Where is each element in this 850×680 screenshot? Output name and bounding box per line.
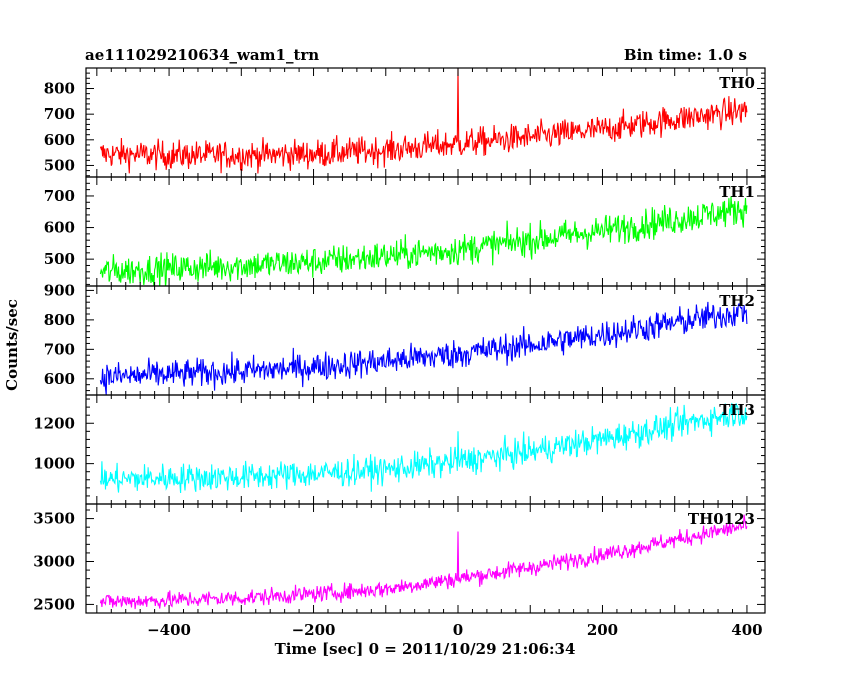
y-tick-label: 2500 (33, 595, 75, 613)
series-line-th0 (99, 68, 748, 174)
panel-th1: TH1 500 600 700 (44, 176, 766, 287)
x-axis-label: Time [sec] 0 = 2011/10/29 21:06:34 (275, 640, 576, 658)
y-tick-label: 1000 (33, 455, 75, 473)
x-tick-label: 0 (453, 621, 463, 639)
panel-label: TH0123 (688, 510, 755, 528)
series-line-th0123 (99, 514, 748, 610)
y-tick-label: 600 (44, 131, 75, 149)
panel-frame (85, 285, 766, 396)
y-tick-label: 3000 (33, 553, 75, 571)
y-tick-label: 700 (44, 105, 75, 123)
x-axis-ticks: −400 −200 0 200 400 (147, 621, 762, 639)
y-tick-label: 3500 (33, 510, 75, 528)
panel-th0: TH0 500 600 700 800 (44, 67, 766, 178)
y-tick-label: 600 (44, 219, 75, 237)
panel-label: TH1 (719, 183, 755, 201)
y-tick-label: 1200 (33, 414, 75, 432)
y-tick-label: 800 (44, 311, 75, 329)
panel-th0123: TH0123 2500 3000 3500 (33, 503, 766, 614)
y-tick-label: 700 (44, 187, 75, 205)
bin-time-label: Bin time: 1.0 s (624, 46, 747, 64)
x-tick-label: 400 (731, 621, 762, 639)
y-tick-label: 900 (44, 281, 75, 299)
series-line-th1 (99, 196, 748, 286)
panel-label: TH0 (719, 74, 755, 92)
x-tick-label: −200 (292, 621, 336, 639)
panel-th3: TH3 1000 1200 (33, 394, 766, 505)
series-line-th2 (99, 301, 748, 395)
y-tick-label: 500 (44, 250, 75, 268)
panel-th2: TH2 600 700 800 900 (44, 281, 766, 396)
series-line-th3 (99, 402, 748, 494)
y-tick-label: 500 (44, 156, 75, 174)
chart-title: ae111029210634_wam1_trn (85, 46, 319, 64)
panel-label: TH2 (719, 292, 755, 310)
panels-group: TH0 500 600 700 800 TH1 500 600 700 TH2 600 700 800 9… (33, 67, 766, 614)
y-tick-label: 600 (44, 370, 75, 388)
y-tick-label: 800 (44, 80, 75, 98)
panel-frame (85, 394, 766, 505)
panel-frame (85, 503, 766, 614)
x-tick-label: −400 (147, 621, 191, 639)
y-tick-label: 700 (44, 340, 75, 358)
y-axis-label: Counts/sec (3, 299, 21, 391)
panel-label: TH3 (719, 401, 755, 419)
x-tick-label: 200 (587, 621, 618, 639)
